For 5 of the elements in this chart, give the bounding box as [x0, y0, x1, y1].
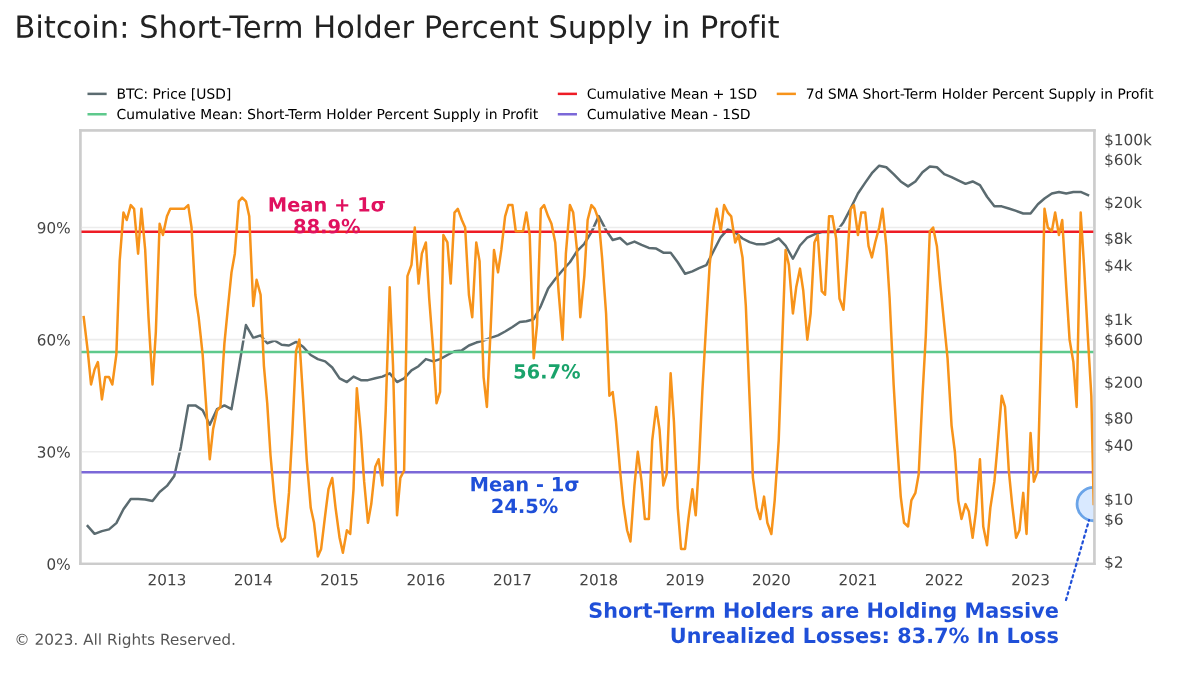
chart-title: Bitcoin: Short-Term Holder Percent Supply in Profit [17, 14, 779, 45]
annotation: Mean + 1σ 88.9% [269, 197, 385, 234]
annotation: Mean - 1σ 24.5% [471, 476, 579, 514]
annotation: Short-Term Holders are Holding Massive Unrealized Losses: 83.7% In Loss [589, 601, 1058, 644]
annotation: 56.7% [514, 364, 580, 379]
